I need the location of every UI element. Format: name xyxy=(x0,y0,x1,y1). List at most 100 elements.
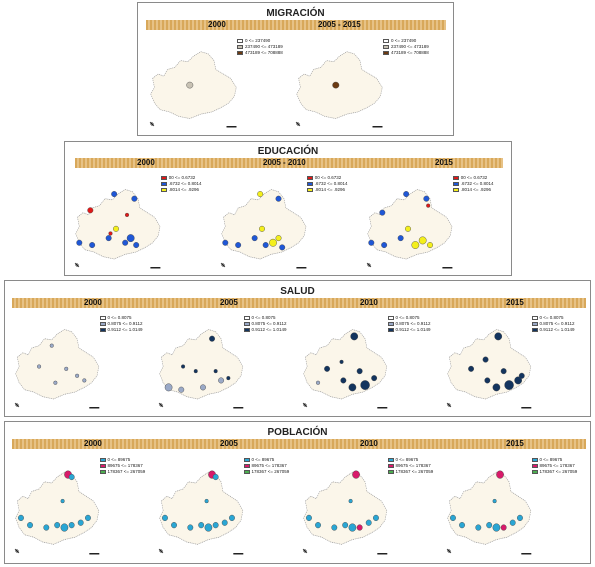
map-migracion-2005-2015: 0 <= 237490 237490 <= 473189 473189 <= 708… xyxy=(290,33,440,133)
scale-bar xyxy=(226,126,237,128)
legend-label: 0.9112 <= 1.0149 xyxy=(395,327,431,333)
legend-label: 178367 <= 267059 xyxy=(251,469,290,475)
legend-label: 0.8075 <= 0.9112 xyxy=(251,321,287,327)
map-educacion-2000: 00 <= 0.6732.6732 <= 0.8014.8014 <= .929… xyxy=(69,170,217,274)
legend-entry: 89675 <= 178367 xyxy=(387,463,434,469)
legend-entry: 0.9112 <= 1.0149 xyxy=(99,327,142,333)
map-svg xyxy=(220,189,307,269)
legend-label: 237490 <= 473189 xyxy=(391,44,429,49)
scale-bar xyxy=(372,126,383,128)
municipality-region xyxy=(53,380,58,385)
legend-entry: 0 <= 0.8075 xyxy=(243,315,287,321)
municipality-region xyxy=(124,212,130,218)
municipality-region xyxy=(411,241,420,249)
legend-label: 0 <= 89675 xyxy=(107,457,131,463)
municipality-region xyxy=(418,236,427,245)
legend-swatch xyxy=(243,322,250,327)
municipality-region xyxy=(212,522,219,529)
legend-swatch xyxy=(387,328,394,333)
legend-entry: 00 <= 0.6732 xyxy=(306,175,348,181)
map-svg xyxy=(302,470,388,555)
map-poblacion-2005: 0 <= 89675 89675 <= 178367 178367 <= 26705… xyxy=(153,452,299,560)
municipality-region xyxy=(162,514,168,522)
municipality-region xyxy=(262,242,269,249)
legend-label: 89675 <= 178367 xyxy=(107,463,143,469)
legend-label: 0 <= 237490 xyxy=(245,38,271,43)
year-label-migracion-1: 2005 - 2015 xyxy=(318,20,361,29)
municipality-region xyxy=(423,195,430,202)
state-outline xyxy=(75,189,161,260)
municipality-region xyxy=(315,522,321,529)
municipality-region xyxy=(269,238,277,247)
map-poblacion-2010: 0 <= 89675 89675 <= 178367 178367 <= 26705… xyxy=(297,452,443,560)
map-legend: 0 <= 0.8075 0.8075 <= 0.9112 0.9112 <= 1.0… xyxy=(243,315,287,333)
legend-swatch xyxy=(531,470,538,475)
municipality-region xyxy=(122,239,129,246)
map-svg xyxy=(158,470,244,555)
municipality-region xyxy=(459,522,465,529)
map-legend: 0 <= 0.8075 0.8075 <= 0.9112 0.9112 <= 1.0… xyxy=(387,315,431,333)
scale-bar xyxy=(89,553,100,555)
scale-bar xyxy=(377,553,388,555)
municipality-region xyxy=(212,473,219,481)
legend-label: .6732 <= 0.8014 xyxy=(314,181,348,187)
legend-label: 0 <= 0.8075 xyxy=(395,315,420,321)
north-arrow-icon xyxy=(149,121,155,127)
municipality-region xyxy=(352,470,360,479)
municipality-region xyxy=(251,235,258,242)
municipality-region xyxy=(339,359,344,364)
municipality-region xyxy=(18,514,24,522)
municipality-region xyxy=(306,514,312,522)
legend-swatch xyxy=(531,316,538,321)
legend-label: 0.8075 <= 0.9112 xyxy=(395,321,431,327)
municipality-region xyxy=(187,524,194,531)
north-arrow-icon xyxy=(74,262,80,268)
year-label-poblacion-1: 2005 xyxy=(220,439,238,448)
municipality-region xyxy=(133,242,140,249)
municipality-region xyxy=(340,377,347,384)
legend-label: 89675 <= 178367 xyxy=(395,463,431,469)
panel-salud: SALUD 2000 2005 2010 2015 0 <= 0.8075 0.8… xyxy=(4,280,591,417)
legend-entry: 0 <= 89675 xyxy=(387,457,434,463)
year-label-educacion-1: 2005 - 2010 xyxy=(263,158,306,167)
map-poblacion-2000: 0 <= 89675 89675 <= 178367 178367 <= 26705… xyxy=(9,452,155,560)
legend-label: 178367 <= 267059 xyxy=(539,469,578,475)
municipality-region xyxy=(356,368,363,375)
municipality-region xyxy=(85,514,91,522)
legend-label: 00 <= 0.6732 xyxy=(168,175,196,181)
legend-swatch xyxy=(243,464,250,469)
legend-swatch xyxy=(387,464,394,469)
legend-swatch xyxy=(383,45,389,49)
legend-entry: 0.8075 <= 0.9112 xyxy=(99,321,142,327)
year-label-salud-1: 2005 xyxy=(220,298,238,307)
legend-entry: .6732 <= 0.8014 xyxy=(160,181,202,187)
map-migracion-2000: 0 <= 237490 237490 <= 473189 473189 <= 708… xyxy=(144,33,294,133)
municipality-region xyxy=(218,377,224,384)
legend-entry: 178367 <= 267059 xyxy=(243,469,290,475)
map-salud-2000: 0 <= 0.8075 0.8075 <= 0.9112 0.9112 <= 1.0… xyxy=(9,310,155,414)
map-svg xyxy=(14,470,100,555)
map-legend: 0 <= 237490 237490 <= 473189 473189 <= 708… xyxy=(383,38,429,56)
map-salud-2015: 0 <= 0.8075 0.8075 <= 0.9112 0.9112 <= 1.0… xyxy=(441,310,587,414)
municipality-region xyxy=(257,191,264,198)
legend-swatch xyxy=(306,188,313,193)
legend-swatch xyxy=(306,176,313,181)
legend-swatch xyxy=(160,188,167,193)
municipality-region xyxy=(475,524,482,531)
legend-label: 0 <= 89675 xyxy=(395,457,419,463)
legend-label: 89675 <= 178367 xyxy=(539,463,575,469)
legend-swatch xyxy=(237,51,243,55)
legend-label: 237490 <= 473189 xyxy=(245,44,283,49)
legend-swatch xyxy=(452,188,459,193)
map-salud-2005: 0 <= 0.8075 0.8075 <= 0.9112 0.9112 <= 1.0… xyxy=(153,310,299,414)
legend-entry: 237490 <= 473189 xyxy=(237,44,283,50)
legend-entry: 0 <= 89675 xyxy=(99,457,146,463)
legend-label: 00 <= 0.6732 xyxy=(460,175,488,181)
map-svg xyxy=(366,189,453,269)
panel-poblacion: POBLACIÓN 2000 2005 2010 2015 0 <= 89675… xyxy=(4,421,591,564)
panel-migracion: MIGRACIÓN 2000 2005 - 2015 0 <= 237490 23… xyxy=(137,2,454,136)
municipality-region xyxy=(492,498,497,504)
scale-bar xyxy=(296,267,307,269)
legend-entry: 0 <= 0.8075 xyxy=(99,315,143,321)
map-svg xyxy=(74,189,161,269)
